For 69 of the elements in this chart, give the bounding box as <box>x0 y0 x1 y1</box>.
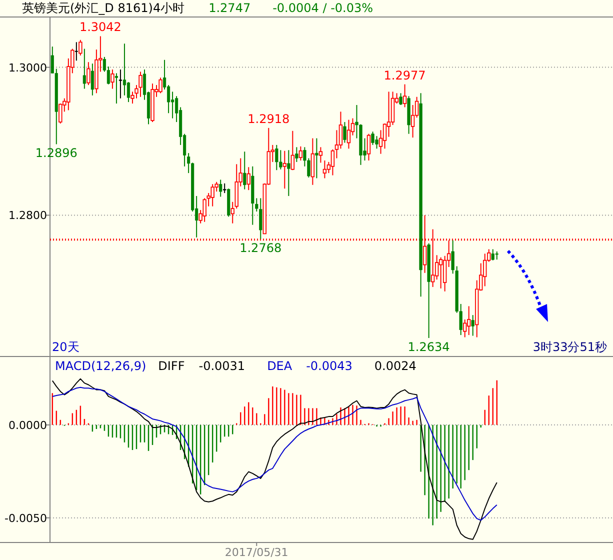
text: -0.0004 / -0.03% <box>272 1 374 15</box>
candlestick <box>82 48 86 90</box>
annotation: 0.0024 <box>374 359 416 373</box>
text: 1.2747 <box>208 1 251 15</box>
candlestick <box>466 306 471 336</box>
candlestick <box>295 146 298 162</box>
annotation: -0.0031 <box>198 359 246 373</box>
candlestick <box>315 138 318 179</box>
candlestick <box>462 319 467 338</box>
candlestick <box>118 69 122 99</box>
candlestick <box>138 71 142 98</box>
candlestick <box>366 133 371 161</box>
candlestick <box>86 62 90 86</box>
candlestick <box>90 63 94 96</box>
y-tick-label: 1.2800 <box>8 209 47 222</box>
candlestick <box>438 256 443 289</box>
candlestick <box>322 160 327 179</box>
candlestick <box>402 84 407 108</box>
candlestick <box>375 136 378 150</box>
annotation: -0.0043 <box>306 359 352 373</box>
annotation: 1.2977 <box>384 68 426 82</box>
candlestick <box>282 150 286 190</box>
y-tick-label: -0.0050 <box>4 512 47 525</box>
candlestick <box>343 122 346 144</box>
candlestick <box>74 42 78 62</box>
candlestick <box>442 255 447 292</box>
y-tick-label: 0.0000 <box>8 418 47 432</box>
candlestick <box>158 77 162 94</box>
candlestick <box>371 131 374 146</box>
annotation: 1.2896 <box>35 146 78 160</box>
candlestick <box>399 92 402 106</box>
text: DEA <box>267 359 293 373</box>
candlestick <box>410 104 415 138</box>
candlestick <box>78 39 82 56</box>
line-series <box>52 386 498 521</box>
candlestick <box>491 248 494 261</box>
candlestick <box>246 166 250 191</box>
annotation: 1.2918 <box>248 112 290 126</box>
candlestick <box>275 144 278 171</box>
candlestick <box>122 43 126 96</box>
annotation: 1.2634 <box>408 340 450 354</box>
candlestick <box>318 146 323 164</box>
candlestick <box>310 138 315 186</box>
candlestick <box>110 69 114 90</box>
x-tick-label: 2017/05/31 <box>224 546 288 559</box>
candlestick <box>223 182 226 194</box>
text: 3时33分51秒 <box>532 340 607 354</box>
candlestick <box>259 198 262 240</box>
candlestick <box>114 72 118 104</box>
candlestick <box>219 179 222 198</box>
annotation: 1.2768 <box>240 240 282 255</box>
candlestick <box>298 146 303 161</box>
candlestick <box>287 150 290 196</box>
candlestick <box>279 150 282 170</box>
line-series <box>52 378 498 540</box>
candlestick <box>483 253 487 287</box>
candlestick <box>210 184 214 207</box>
candlestick <box>346 119 351 150</box>
annotation: 1.3042 <box>79 20 122 34</box>
candlestick <box>126 82 130 103</box>
y-tick-label: 1.3000 <box>8 61 47 74</box>
candlestick <box>290 130 295 171</box>
text: DIFF <box>158 359 185 373</box>
annotation: 20天 <box>52 340 80 354</box>
chart-title: 英镑美元(外汇_D 8161)4小时 <box>22 1 185 15</box>
candlestick <box>471 314 474 336</box>
candlestick <box>338 111 343 150</box>
chart-title: MACD(12,26,9) <box>55 359 146 373</box>
candlestick <box>243 151 246 190</box>
